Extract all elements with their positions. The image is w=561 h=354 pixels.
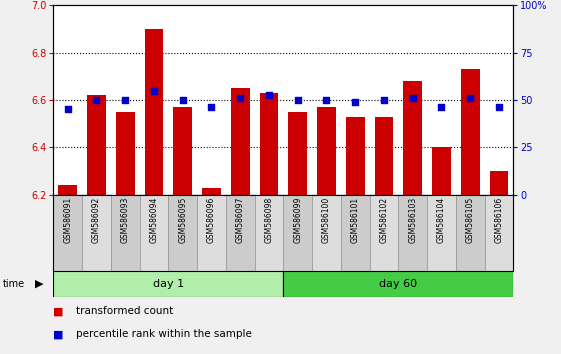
- Bar: [461, 69, 480, 195]
- Text: day 1: day 1: [153, 279, 184, 289]
- Text: GSM586105: GSM586105: [466, 197, 475, 243]
- Point: [178, 97, 187, 103]
- Text: ■: ■: [53, 306, 64, 316]
- Text: GSM586100: GSM586100: [322, 197, 331, 243]
- Point: [236, 95, 245, 101]
- Text: transformed count: transformed count: [76, 306, 173, 316]
- Bar: [255, 195, 283, 271]
- Bar: [398, 195, 427, 271]
- Point: [264, 92, 273, 98]
- Bar: [283, 195, 312, 271]
- Bar: [111, 195, 140, 271]
- Text: GSM586101: GSM586101: [351, 197, 360, 243]
- Bar: [58, 185, 77, 195]
- Bar: [341, 195, 370, 271]
- Point: [92, 97, 101, 103]
- Bar: [140, 195, 168, 271]
- Point: [293, 97, 302, 103]
- Text: GSM586093: GSM586093: [121, 197, 130, 243]
- Point: [466, 95, 475, 101]
- Bar: [168, 195, 197, 271]
- Bar: [317, 107, 336, 195]
- Bar: [260, 93, 278, 195]
- Bar: [197, 195, 226, 271]
- Text: GSM586095: GSM586095: [178, 197, 187, 243]
- Point: [207, 104, 216, 110]
- Bar: [231, 88, 250, 195]
- Text: GSM586099: GSM586099: [293, 197, 302, 243]
- Text: GSM586096: GSM586096: [207, 197, 216, 243]
- Bar: [288, 112, 307, 195]
- Point: [322, 97, 331, 103]
- Text: time: time: [3, 279, 25, 289]
- Bar: [53, 195, 82, 271]
- Bar: [427, 195, 456, 271]
- Bar: [375, 116, 393, 195]
- Bar: [173, 107, 192, 195]
- Text: GSM586097: GSM586097: [236, 197, 245, 243]
- Bar: [145, 29, 163, 195]
- Bar: [490, 171, 508, 195]
- Bar: [82, 195, 111, 271]
- Point: [494, 104, 503, 110]
- Text: GSM586092: GSM586092: [92, 197, 101, 243]
- Bar: [403, 81, 422, 195]
- Text: GSM586098: GSM586098: [264, 197, 273, 243]
- Bar: [283, 271, 513, 297]
- Bar: [202, 188, 221, 195]
- Text: ▶: ▶: [35, 279, 44, 289]
- Text: GSM586103: GSM586103: [408, 197, 417, 243]
- Text: GSM586102: GSM586102: [379, 197, 388, 243]
- Bar: [346, 116, 365, 195]
- Bar: [312, 195, 341, 271]
- Bar: [370, 195, 398, 271]
- Point: [121, 97, 130, 103]
- Bar: [87, 95, 106, 195]
- Bar: [53, 271, 283, 297]
- Text: percentile rank within the sample: percentile rank within the sample: [76, 329, 252, 339]
- Bar: [116, 112, 135, 195]
- Point: [408, 95, 417, 101]
- Bar: [432, 147, 451, 195]
- Bar: [485, 195, 513, 271]
- Bar: [456, 195, 485, 271]
- Text: GSM586106: GSM586106: [494, 197, 503, 243]
- Text: GSM586094: GSM586094: [149, 197, 158, 243]
- Point: [437, 104, 446, 110]
- Text: day 60: day 60: [379, 279, 417, 289]
- Point: [63, 107, 72, 112]
- Point: [149, 88, 158, 93]
- Point: [351, 99, 360, 105]
- Point: [379, 97, 388, 103]
- Bar: [226, 195, 255, 271]
- Text: GSM586104: GSM586104: [437, 197, 446, 243]
- Text: GSM586091: GSM586091: [63, 197, 72, 243]
- Text: ■: ■: [53, 329, 64, 339]
